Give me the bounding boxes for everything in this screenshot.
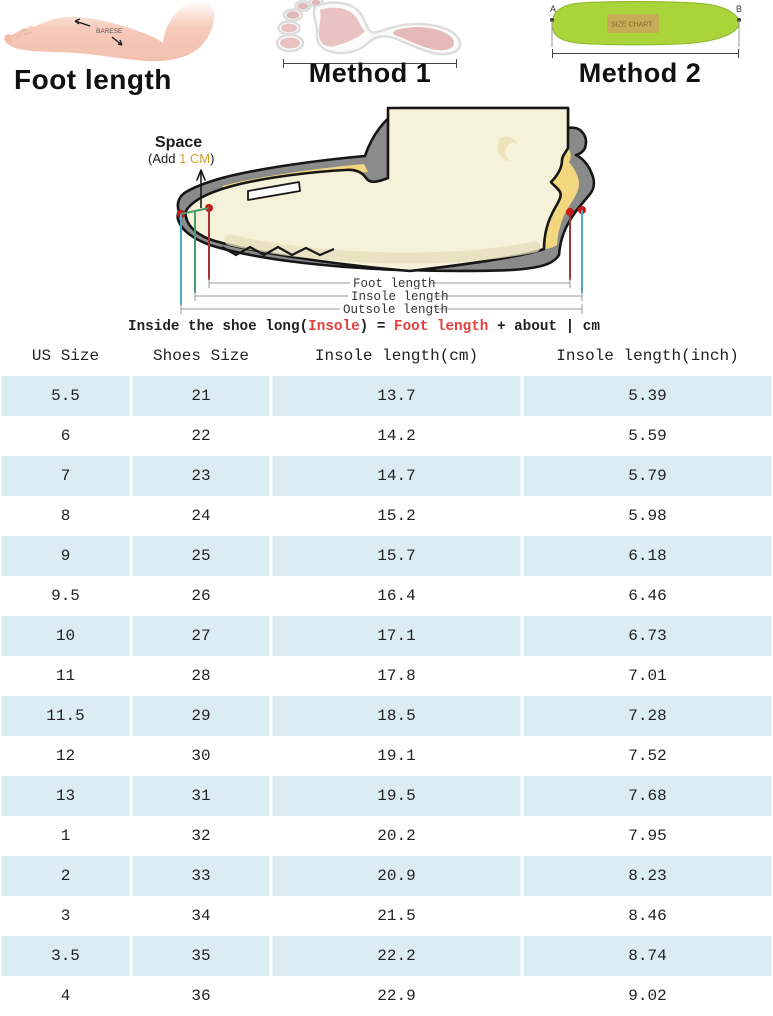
svg-text:BARESE: BARESE	[96, 28, 123, 35]
svg-text:A: A	[550, 4, 556, 14]
svg-text:Outsole length: Outsole length	[343, 303, 448, 317]
svg-text:Insole length: Insole length	[351, 290, 449, 304]
svg-text:B: B	[736, 4, 742, 14]
svg-text:Inside the shoe long(Insole) =: Inside the shoe long(Insole) = Foot leng…	[128, 319, 600, 335]
svg-text:Foot length: Foot length	[353, 277, 436, 291]
svg-text:SIZE CHART: SIZE CHART	[611, 22, 653, 29]
svg-text:Space: Space	[155, 134, 202, 151]
svg-text:(Add 1 CM): (Add 1 CM)	[148, 151, 214, 166]
